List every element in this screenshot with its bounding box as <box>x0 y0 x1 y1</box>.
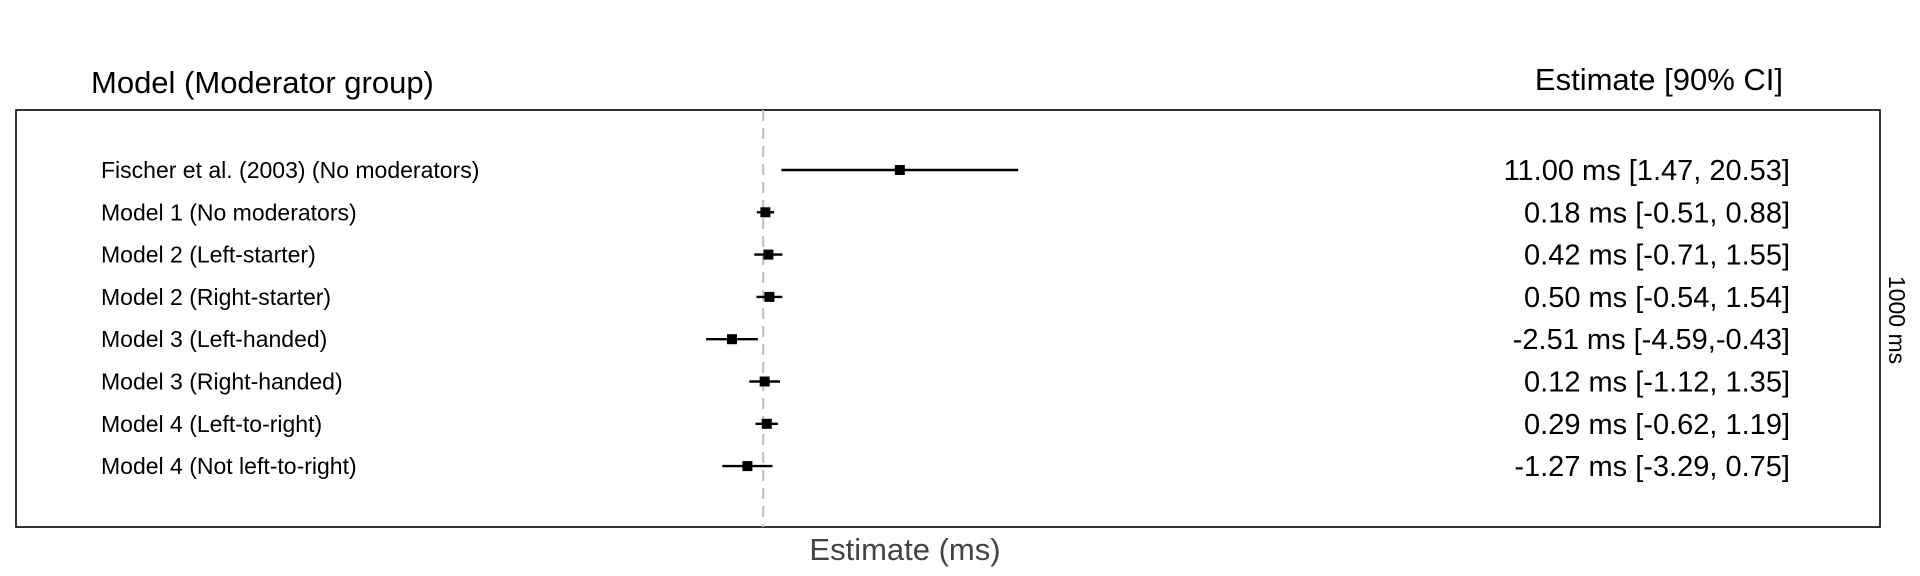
forest-row: Model 3 (Right-handed) 0.12 ms [-1.12, 1.… <box>101 367 1790 399</box>
row-label: Model 2 (Right-starter) <box>101 284 331 310</box>
estimate-point <box>763 249 774 260</box>
row-label: Model 4 (Left-to-right) <box>101 411 322 437</box>
forest-row: Model 2 (Left-starter) 0.42 ms [-0.71, 1.… <box>101 240 1790 272</box>
row-label: Model 1 (No moderators) <box>101 199 357 225</box>
estimate-point <box>894 165 905 175</box>
estimate-text: -1.27 ms [-3.29, 0.75] <box>1514 451 1790 483</box>
forest-row: Model 3 (Left-handed) -2.51 ms [-4.59,-0.… <box>101 324 1790 356</box>
estimate-text: 0.18 ms [-0.51, 0.88] <box>1524 197 1790 229</box>
forest-row: Model 4 (Left-to-right) 0.29 ms [-0.62, 1… <box>101 409 1790 441</box>
estimate-text: 0.29 ms [-0.62, 1.19] <box>1524 409 1790 441</box>
row-label: Model 2 (Left-starter) <box>101 242 316 268</box>
estimate-point <box>759 376 770 387</box>
row-label: Model 4 (Not left-to-right) <box>101 453 357 479</box>
estimate-text: 0.50 ms [-0.54, 1.54] <box>1524 282 1790 314</box>
forest-row: Model 1 (No moderators) 0.18 ms [-0.51, 0… <box>101 197 1790 229</box>
forest-row: Model 4 (Not left-to-right) -1.27 ms [-3.… <box>101 451 1790 483</box>
estimate-point <box>760 207 771 218</box>
estimate-text: 11.00 ms [1.47, 20.53] <box>1504 155 1790 187</box>
forest-row: Fischer et al. (2003) (No moderators) 11.… <box>101 155 1790 187</box>
estimate-point <box>726 334 737 345</box>
rows-layer: Fischer et al. (2003) (No moderators) 11.… <box>101 155 1790 483</box>
left-column-header: Model (Moderator group) <box>91 65 434 100</box>
estimate-point <box>761 418 772 429</box>
right-column-header: Estimate [90% CI] <box>1535 62 1783 97</box>
forest-row: Model 2 (Right-starter) 0.50 ms [-0.54, 1… <box>101 282 1790 314</box>
plot-panel <box>15 109 1881 528</box>
side-label: 1000 ms <box>1884 276 1910 364</box>
estimate-text: -2.51 ms [-4.59,-0.43] <box>1513 324 1790 356</box>
estimate-point <box>742 461 753 472</box>
estimate-text: 0.12 ms [-1.12, 1.35] <box>1524 367 1790 399</box>
estimate-point <box>764 291 775 302</box>
row-label: Model 3 (Right-handed) <box>101 369 343 395</box>
estimate-text: 0.42 ms [-0.71, 1.55] <box>1524 240 1790 272</box>
x-axis-title: Estimate (ms) <box>809 532 1000 567</box>
row-label: Model 3 (Left-handed) <box>101 326 327 352</box>
row-label: Fischer et al. (2003) (No moderators) <box>101 157 479 183</box>
